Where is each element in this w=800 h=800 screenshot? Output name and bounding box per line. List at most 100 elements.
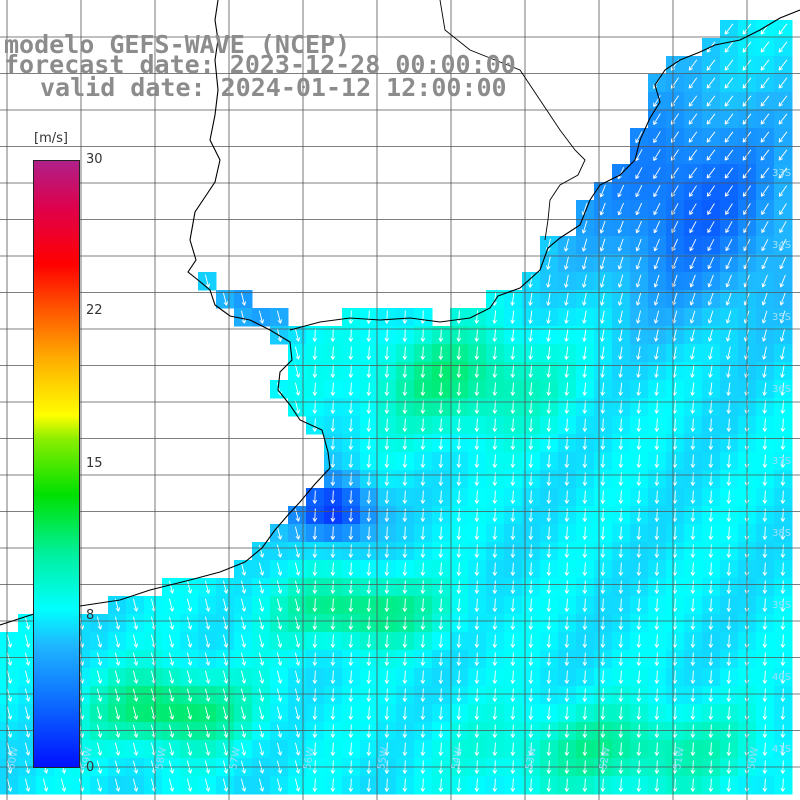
wind-arrow bbox=[708, 778, 714, 792]
wind-arrow bbox=[528, 544, 534, 558]
wind-arrow bbox=[708, 526, 714, 540]
wind-arrow bbox=[420, 382, 426, 396]
wind-arrow bbox=[653, 202, 661, 216]
wind-arrow bbox=[617, 292, 624, 306]
wind-arrow bbox=[780, 688, 786, 702]
wind-arrow bbox=[222, 598, 229, 612]
wind-arrow bbox=[312, 670, 318, 684]
wind-arrow bbox=[294, 364, 301, 378]
wind-arrow bbox=[635, 184, 643, 198]
wind-arrow bbox=[438, 562, 444, 576]
wind-arrow bbox=[582, 274, 587, 288]
wind-arrow bbox=[564, 508, 570, 522]
wind-arrow bbox=[384, 508, 390, 522]
wind-arrow bbox=[330, 526, 336, 540]
wind-arrow bbox=[726, 706, 732, 720]
wind-arrow bbox=[510, 328, 515, 342]
wind-arrow bbox=[725, 221, 733, 234]
wind-arrow bbox=[492, 634, 498, 648]
coastline-south bbox=[0, 0, 331, 626]
wind-arrow bbox=[510, 580, 516, 594]
wind-arrow bbox=[456, 400, 462, 414]
wind-arrow bbox=[688, 149, 698, 161]
wind-arrow bbox=[510, 364, 516, 378]
wind-arrow bbox=[600, 400, 606, 414]
wind-arrow bbox=[258, 706, 265, 720]
wind-arrow bbox=[708, 652, 714, 666]
wind-arrow bbox=[582, 652, 588, 666]
wind-arrow bbox=[617, 238, 624, 252]
wind-arrow bbox=[564, 274, 569, 288]
wind-arrow bbox=[258, 634, 265, 648]
wind-arrow bbox=[726, 634, 732, 648]
wind-arrow bbox=[186, 670, 193, 684]
wind-arrow bbox=[402, 346, 408, 360]
wind-arrow bbox=[779, 328, 786, 342]
wind-arrow bbox=[724, 23, 734, 35]
wind-arrow bbox=[654, 364, 659, 378]
wind-arrow bbox=[510, 778, 516, 792]
wind-arrow bbox=[24, 688, 31, 702]
wind-arrow bbox=[276, 688, 283, 702]
wind-arrow bbox=[366, 346, 372, 360]
wind-arrow bbox=[420, 400, 426, 414]
wind-arrow bbox=[438, 454, 444, 468]
wind-arrow bbox=[564, 778, 570, 792]
wind-arrow bbox=[330, 580, 336, 594]
wind-arrow bbox=[258, 742, 265, 756]
wind-arrow bbox=[582, 508, 588, 522]
wind-direction-arrows bbox=[6, 23, 788, 792]
wind-arrow bbox=[581, 220, 588, 234]
wind-arrow bbox=[60, 778, 67, 792]
wind-arrow bbox=[564, 670, 570, 684]
wind-arrow bbox=[780, 634, 786, 648]
wind-arrow bbox=[778, 95, 788, 107]
wind-arrow bbox=[366, 706, 372, 720]
wind-arrow bbox=[492, 400, 498, 414]
wind-arrow bbox=[510, 418, 516, 432]
colorbar-tick-15: 15 bbox=[86, 456, 103, 471]
wind-arrow bbox=[438, 670, 444, 684]
wind-arrow bbox=[456, 508, 462, 522]
wind-arrow bbox=[582, 634, 588, 648]
wind-arrow bbox=[402, 490, 408, 504]
wind-arrow bbox=[96, 688, 103, 702]
wind-arrow bbox=[384, 670, 390, 684]
wind-arrow bbox=[600, 544, 606, 558]
wind-arrow bbox=[96, 742, 103, 756]
wind-arrow bbox=[762, 508, 768, 522]
wind-arrow bbox=[726, 490, 732, 504]
wind-arrow bbox=[330, 346, 336, 360]
wind-arrow bbox=[204, 580, 211, 594]
wind-arrow bbox=[618, 454, 624, 468]
wind-arrow bbox=[707, 292, 714, 306]
wind-arrow bbox=[384, 724, 390, 738]
wind-arrow bbox=[779, 256, 787, 270]
wind-arrow bbox=[690, 346, 695, 360]
wind-arrow bbox=[384, 634, 390, 648]
wind-arrow bbox=[330, 652, 336, 666]
wind-arrow bbox=[132, 778, 139, 792]
wind-arrow bbox=[492, 652, 498, 666]
wind-arrow bbox=[635, 274, 642, 288]
wind-arrow bbox=[726, 742, 732, 756]
wind-arrow bbox=[168, 724, 175, 738]
wind-arrow bbox=[420, 598, 426, 612]
wind-arrow bbox=[294, 544, 301, 558]
wind-arrow bbox=[438, 490, 444, 504]
wind-arrow bbox=[294, 778, 301, 792]
wind-arrow bbox=[474, 328, 480, 342]
wind-arrow bbox=[186, 724, 193, 738]
wind-arrow bbox=[168, 688, 175, 702]
wind-arrow bbox=[366, 526, 372, 540]
wind-arrow bbox=[653, 113, 661, 125]
wind-arrow bbox=[726, 670, 732, 684]
wind-arrow bbox=[600, 742, 606, 756]
wind-arrow bbox=[528, 310, 533, 324]
wind-arrow bbox=[528, 526, 534, 540]
wind-arrow bbox=[384, 616, 390, 630]
wind-arrow bbox=[222, 580, 229, 594]
wind-arrow bbox=[528, 382, 534, 396]
wind-arrow bbox=[707, 203, 715, 215]
wind-arrow bbox=[510, 562, 516, 576]
